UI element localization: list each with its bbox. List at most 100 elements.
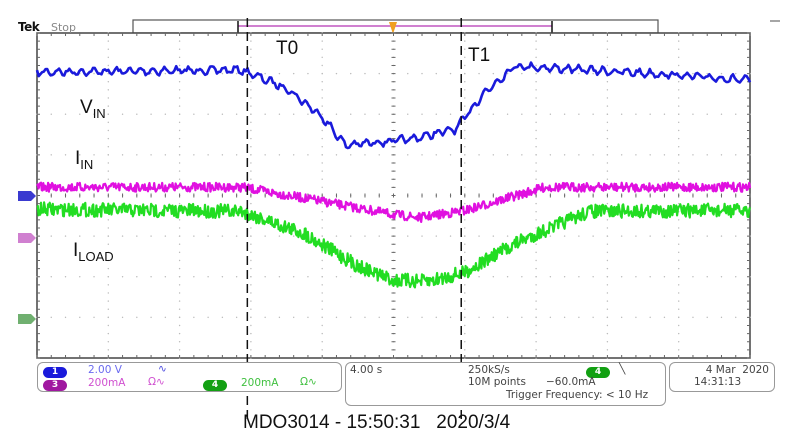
waveform-iload (36, 201, 752, 289)
grid-dot (678, 48, 680, 50)
grid-dot (321, 219, 323, 221)
grid-dot (178, 89, 181, 91)
grid-dot (606, 146, 609, 148)
grid-dot (464, 162, 466, 164)
grid-dot (250, 267, 252, 270)
grid-dot (563, 276, 566, 278)
grid-dot (464, 259, 466, 262)
grid-dot (250, 235, 252, 237)
grid-dot (478, 316, 480, 319)
waveform-vin (35, 61, 752, 150)
grid-dot (321, 56, 323, 59)
grid-dot (535, 113, 537, 115)
iin-label-main: I (75, 148, 81, 169)
grid-dot (250, 56, 252, 59)
grid-dot (678, 154, 680, 156)
grid-dot (535, 300, 537, 302)
grid-dot (649, 276, 651, 278)
grid-dot (478, 72, 480, 75)
grid-dot (620, 154, 623, 156)
grid-dot (563, 316, 566, 319)
grid-dot (492, 276, 495, 278)
grid-dot (606, 89, 609, 91)
horizontal-trigger-panel[interactable]: 4.00 s 250kS/s 10M points 4 ╲ −60.0mA Tr… (345, 362, 666, 406)
ch3-ground-marker (18, 233, 36, 243)
grid-dot (649, 316, 651, 319)
grid-dot (178, 72, 181, 75)
grid-dot (107, 113, 110, 115)
grid-dot (464, 349, 466, 351)
grid-dot (321, 202, 323, 205)
datetime-panel[interactable]: 4 Mar 2020 14:31:13 (669, 362, 775, 392)
grid-dot (350, 235, 352, 237)
ch4-badge[interactable]: 4 (203, 380, 227, 391)
grid-dot (378, 235, 380, 237)
grid-dot (378, 72, 380, 75)
trigger-source-badge[interactable]: 4 (586, 367, 610, 378)
grid-dot (464, 81, 466, 83)
grid-dot (678, 300, 680, 302)
grid-dot (264, 276, 266, 278)
grid-dot (250, 341, 252, 343)
grid-dot (464, 300, 466, 302)
grid-dot (535, 178, 537, 180)
grid-dot (221, 276, 224, 278)
grid-dot (250, 113, 252, 115)
grid-dot (506, 316, 509, 319)
grid-dot (692, 72, 694, 75)
grid-dot (606, 121, 609, 124)
grid-dot (235, 113, 238, 115)
grid-dot (407, 72, 409, 75)
grid-dot (421, 113, 423, 115)
grid-dot (364, 154, 366, 156)
grid-dot (207, 276, 209, 278)
grid-dot (464, 284, 466, 286)
grid-dot (464, 121, 466, 124)
grid-dot (178, 316, 181, 319)
ch3-badge[interactable]: 3 (43, 380, 67, 391)
grid-dot (606, 40, 609, 42)
grid-dot (321, 105, 323, 107)
grid-dot (478, 154, 480, 156)
grid-dot (606, 202, 609, 205)
grid-dot (606, 300, 609, 302)
grid-dot (335, 154, 338, 156)
grid-dot (635, 276, 637, 278)
grid-dot (578, 113, 580, 115)
grid-dot (606, 178, 609, 180)
grid-dot (606, 316, 609, 319)
grid-dot (250, 97, 252, 99)
grid-dot (492, 235, 495, 237)
grid-dot (278, 316, 281, 319)
grid-dot (178, 235, 181, 237)
grid-dot (606, 129, 609, 132)
vertical-settings-panel[interactable]: 1 2.00 V ∿ 3 200mA Ω∿ 4 200mA Ω∿ (37, 362, 342, 392)
grid-dot (107, 235, 110, 237)
grid-dot (178, 227, 181, 229)
grid-dot (578, 235, 580, 237)
grid-dot (50, 235, 52, 237)
grid-dot (321, 267, 323, 270)
grid-dot (321, 154, 323, 156)
grid-dot (321, 349, 323, 351)
grid-dot (278, 154, 281, 156)
grid-dot (506, 113, 509, 115)
grid-dot (107, 316, 110, 319)
grid-dot (107, 178, 110, 180)
grid-dot (178, 341, 181, 343)
grid-dot (535, 129, 537, 132)
grid-dot (592, 72, 594, 75)
ch1-badge[interactable]: 1 (43, 367, 67, 378)
cursor-t0-label: T0 (276, 38, 299, 59)
grid-dot (606, 56, 609, 59)
grid-dot (678, 105, 680, 107)
grid-dot (221, 154, 224, 156)
grid-dot (535, 154, 537, 156)
grid-dot (121, 154, 124, 156)
grid-dot (735, 154, 737, 156)
grid-dot (250, 89, 252, 91)
grid-dot (321, 170, 323, 172)
grid-dot (150, 154, 152, 156)
grid-dot (478, 276, 480, 278)
